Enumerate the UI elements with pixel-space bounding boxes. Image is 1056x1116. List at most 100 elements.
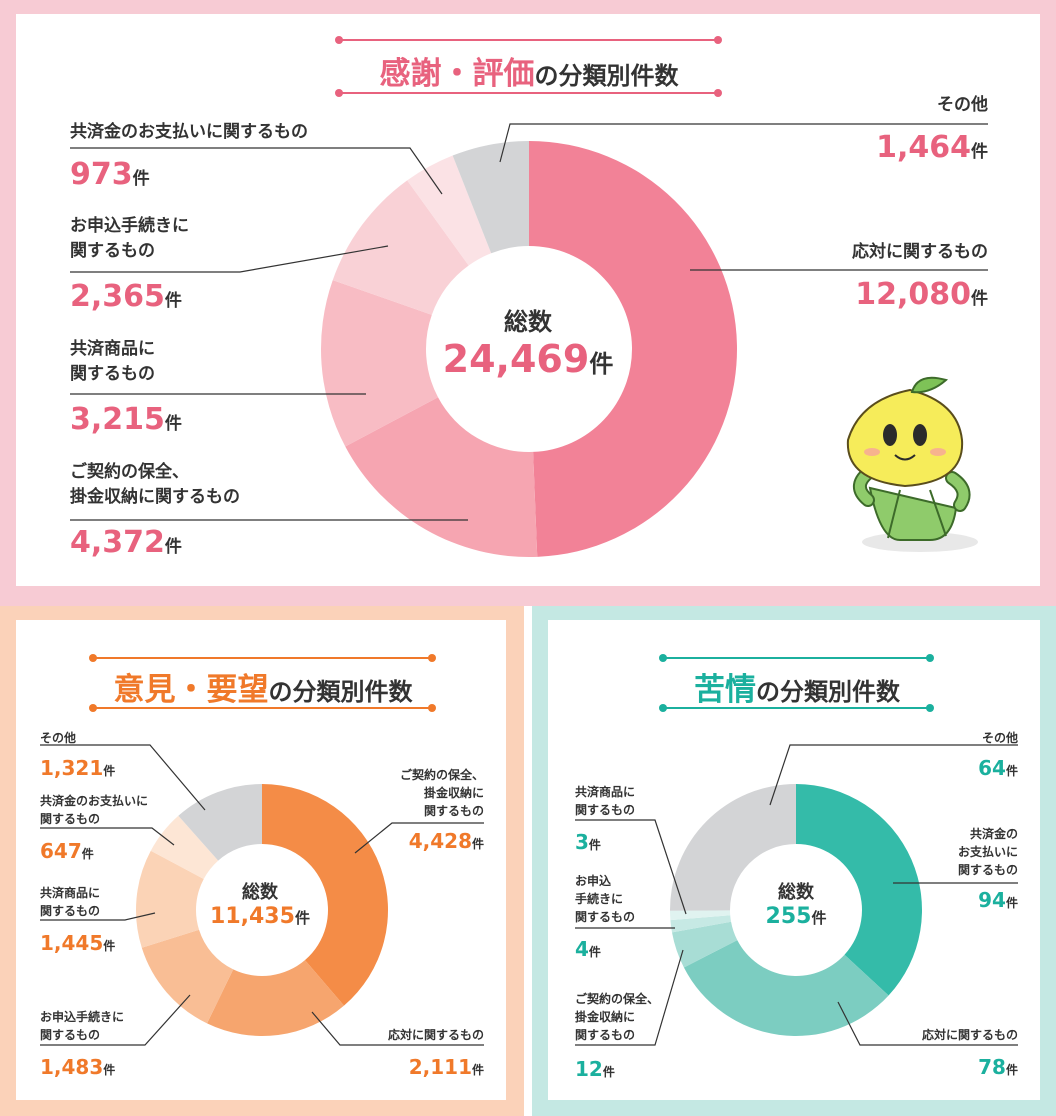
complaints-label-service: 応対に関するもの 78件: [878, 1026, 1018, 1082]
appreciation-title-dot: [335, 89, 343, 97]
complaints-total-label: 総数: [778, 882, 814, 903]
category-name: 共済金の: [969, 827, 1018, 841]
appreciation-slice-2: [321, 280, 439, 447]
category-value-line: 1,483件: [40, 1052, 190, 1082]
appreciation-leader-line-3: [70, 245, 389, 273]
category-value-line: 4,372件: [70, 521, 370, 565]
category-value-line: 78件: [878, 1052, 1018, 1082]
category-value: 1,445: [40, 931, 104, 955]
category-name: 共済金のお支払いに関するもの: [70, 122, 308, 142]
complaints-title: 苦情の分類別件数: [664, 664, 930, 709]
category-value-line: 64件: [920, 753, 1018, 783]
complaints-leader-line-1: [837, 1001, 1018, 1046]
appreciation-slice-1: [345, 397, 538, 557]
category-name: 掛金収納に: [575, 1010, 636, 1024]
category-name: 関するもの: [957, 863, 1018, 877]
category-name: 関するもの: [575, 803, 636, 817]
opinions-title-rest: の分類別件数: [268, 678, 413, 706]
category-name: ご契約の保全、: [575, 992, 660, 1006]
category-name: 共済商品に: [70, 339, 155, 359]
appreciation-title: 感謝・評価の分類別件数: [340, 48, 718, 93]
category-name: お申込手続きに: [70, 216, 189, 236]
opinions-title: 意見・要望の分類別件数: [94, 664, 432, 709]
opinions-title-rule-top: [94, 657, 432, 659]
category-name: その他: [937, 95, 988, 115]
category-unit: 件: [103, 764, 116, 778]
category-name: 掛金収納に: [423, 786, 484, 800]
category-value: 973: [70, 156, 133, 192]
category-value: 3,215: [70, 402, 165, 438]
category-name: お申込: [575, 874, 612, 888]
category-unit: 件: [471, 1063, 484, 1077]
opinions-label-products: 共済商品に 関するもの 1,445件: [40, 884, 190, 958]
category-unit: 件: [1005, 896, 1018, 910]
appreciation-title-rest: の分類別件数: [534, 62, 679, 90]
category-value: 647: [40, 839, 82, 863]
appreciation-label-maintenance: ご契約の保全、 掛金収納に関するもの 4,372件: [70, 460, 370, 565]
complaints-label-products: 共済商品に 関するもの 3件: [575, 783, 675, 857]
category-value: 12,080: [855, 276, 971, 312]
complaints-total: 総数 255件: [746, 878, 846, 929]
category-value-line: 4,428件: [370, 826, 484, 856]
category-name: 関するもの: [423, 804, 484, 818]
appreciation-leader-line-4: [70, 147, 443, 195]
appreciation-label-products: 共済商品に 関するもの 3,215件: [70, 337, 370, 442]
appreciation-slice-4: [407, 155, 492, 266]
category-name: 関するもの: [40, 812, 101, 826]
appreciation-total-unit: 件: [589, 350, 614, 378]
appreciation-total-label: 総数: [504, 308, 552, 336]
category-value-line: 2,111件: [344, 1052, 484, 1082]
mascot-illustration: [846, 376, 978, 552]
complaints-title-rule-bottom: [664, 707, 930, 709]
category-name: 関するもの: [40, 904, 101, 918]
complaints-title-rule-top: [664, 657, 930, 659]
category-value: 78: [978, 1055, 1006, 1079]
opinions-slice-1: [207, 960, 344, 1036]
category-value: 64: [978, 756, 1006, 780]
category-unit: 件: [132, 168, 150, 189]
complaints-total-value: 255: [765, 904, 812, 929]
category-value-line: 4件: [575, 934, 675, 964]
category-value: 2,365: [70, 279, 165, 315]
category-value: 4,428: [408, 829, 472, 853]
opinions-label-application: お申込手続きに 関するもの 1,483件: [40, 1008, 190, 1082]
opinions-total-label: 総数: [242, 882, 278, 903]
category-name: お支払いに: [957, 845, 1018, 859]
opinions-title-emphasis: 意見・要望: [113, 672, 269, 708]
category-unit: 件: [471, 837, 484, 851]
complaints-label-other: その他 64件: [920, 729, 1018, 783]
category-name: 関するもの: [70, 363, 155, 384]
complaints-title-dot: [926, 704, 934, 712]
category-value-line: 1,321件: [40, 753, 190, 783]
category-value-line: 1,445件: [40, 928, 190, 958]
category-value-line: 94件: [920, 885, 1018, 915]
category-unit: 件: [588, 945, 601, 959]
category-value: 4,372: [70, 525, 165, 561]
opinions-leader-line-5: [40, 744, 206, 811]
category-name: 応対に関するもの: [387, 1028, 484, 1042]
category-value: 4: [575, 937, 589, 961]
appreciation-label-service: 応対に関するもの 12,080件: [780, 240, 988, 316]
category-unit: 件: [588, 838, 601, 852]
complaints-title-dot: [659, 654, 667, 662]
appreciation-leader-line-5: [499, 123, 988, 163]
category-name: ご契約の保全、: [70, 462, 189, 482]
opinions-slice-3: [135, 850, 204, 948]
complaints-title-dot: [926, 654, 934, 662]
complaints-title-dot: [659, 704, 667, 712]
category-unit: 件: [1005, 764, 1018, 778]
appreciation-total-line: 24,469件: [428, 337, 628, 381]
category-value: 1,321: [40, 756, 104, 780]
category-name: 関するもの: [40, 1028, 101, 1042]
category-value: 1,483: [40, 1055, 104, 1079]
complaints-leader-line-5: [769, 744, 1018, 806]
opinions-title-dot: [428, 654, 436, 662]
opinions-label-other: その他 1,321件: [40, 729, 190, 783]
category-unit: 件: [103, 1063, 116, 1077]
category-name: 関するもの: [575, 1028, 636, 1042]
opinions-slice-2: [141, 929, 234, 1024]
category-unit: 件: [103, 939, 116, 953]
appreciation-title-rule-bottom: [340, 92, 718, 94]
category-value-line: 12,080件: [780, 273, 988, 317]
opinions-label-payment: 共済金のお支払いに 関するもの 647件: [40, 792, 200, 866]
